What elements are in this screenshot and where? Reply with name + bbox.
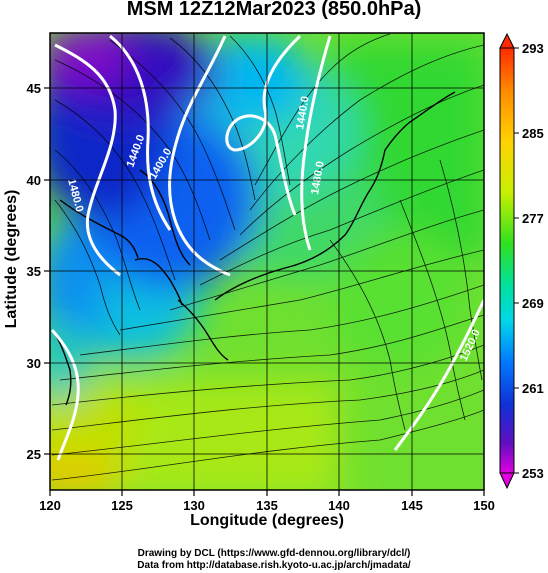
map-title: MSM 12Z12Mar2023 (850.0hPa) (126, 0, 422, 20)
credit-line-2: Data from http://database.rish.kyoto-u.a… (137, 560, 411, 571)
colorbar-tick-label: 285 (522, 126, 544, 141)
x-tick-labels: 120 125 130 135 140 145 150 (39, 498, 495, 513)
contour-label: 1440.0 (294, 95, 312, 130)
x-axis-label: Longitude (degrees) (190, 512, 344, 529)
colorbar-tick-label: 277 (522, 211, 544, 226)
colorbar-tick-label: 253 (522, 466, 544, 481)
y-axis-label: Latitude (degrees) (3, 189, 20, 329)
y-tick-label: 25 (27, 447, 41, 462)
credit-line-1: Drawing by DCL (https://www.gfd-dennou.o… (137, 548, 411, 559)
coastlines (51, 91, 456, 406)
y-tick-marks (44, 87, 50, 455)
x-tick-label: 130 (183, 498, 205, 513)
y-tick-labels: 25 30 35 40 45 (27, 81, 41, 462)
x-tick-label: 150 (473, 498, 495, 513)
colorbar-tick-label: 293 (522, 41, 544, 56)
gridlines (50, 33, 484, 490)
y-tick-label: 40 (27, 173, 41, 188)
x-tick-marks (49, 490, 485, 496)
geopotential-contours (50, 34, 484, 461)
x-tick-label: 120 (39, 498, 61, 513)
contour-label: 1480.0 (309, 160, 327, 195)
x-tick-label: 135 (256, 498, 278, 513)
x-tick-label: 125 (111, 498, 133, 513)
colorbar-min-arrow (499, 472, 515, 490)
x-tick-label: 145 (401, 498, 423, 513)
y-tick-label: 45 (27, 81, 41, 96)
x-tick-label: 140 (328, 498, 350, 513)
colorbar-tick-label: 261 (522, 381, 544, 396)
colorbar-tick-label: 269 (522, 296, 544, 311)
wind-streamlines (51, 33, 484, 481)
y-tick-label: 35 (27, 264, 41, 279)
colorbar-max-arrow (499, 32, 515, 49)
colorbar: 293 285 277 269 261 253 (499, 32, 544, 490)
y-tick-label: 30 (27, 356, 41, 371)
